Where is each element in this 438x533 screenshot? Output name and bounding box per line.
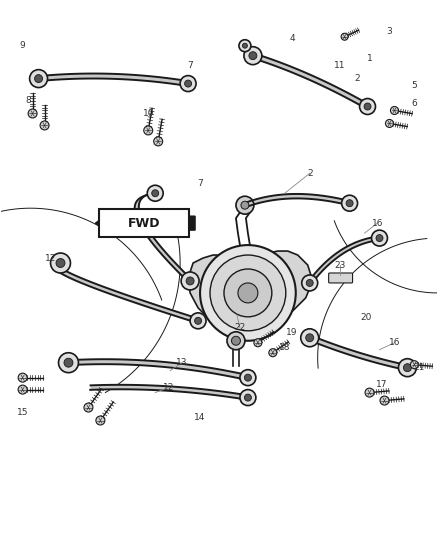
Circle shape [184, 80, 191, 87]
Circle shape [238, 283, 258, 303]
Circle shape [403, 364, 411, 372]
Circle shape [40, 121, 49, 130]
Circle shape [190, 313, 206, 329]
Circle shape [360, 99, 375, 115]
Polygon shape [55, 261, 199, 323]
Text: 9: 9 [20, 41, 25, 50]
Text: 10: 10 [142, 109, 154, 118]
Text: 4: 4 [290, 34, 296, 43]
Circle shape [154, 137, 162, 146]
Circle shape [186, 277, 194, 285]
Text: 16: 16 [372, 219, 383, 228]
Circle shape [371, 230, 388, 246]
Circle shape [306, 279, 313, 286]
FancyArrow shape [95, 209, 195, 237]
Text: 17: 17 [376, 380, 387, 389]
Circle shape [301, 329, 319, 347]
Circle shape [254, 339, 262, 347]
Circle shape [364, 103, 371, 110]
Circle shape [194, 317, 201, 324]
Circle shape [18, 373, 27, 382]
Circle shape [30, 70, 48, 87]
Circle shape [50, 253, 71, 273]
Polygon shape [252, 53, 368, 109]
Circle shape [96, 416, 105, 425]
Circle shape [269, 349, 277, 357]
Circle shape [200, 245, 296, 341]
Circle shape [147, 185, 163, 201]
Circle shape [244, 374, 251, 381]
Circle shape [376, 235, 383, 241]
Circle shape [210, 255, 286, 331]
Circle shape [59, 353, 78, 373]
Text: 2: 2 [307, 169, 313, 178]
FancyBboxPatch shape [99, 209, 189, 237]
Text: 12: 12 [45, 254, 56, 263]
Circle shape [181, 272, 199, 290]
Polygon shape [309, 335, 408, 370]
Circle shape [224, 269, 272, 317]
Circle shape [227, 332, 245, 350]
Polygon shape [68, 359, 248, 380]
Circle shape [18, 385, 27, 394]
Text: 12: 12 [162, 383, 174, 392]
Circle shape [152, 190, 159, 197]
Text: 2: 2 [355, 74, 360, 83]
Circle shape [346, 200, 353, 207]
Text: 1: 1 [367, 54, 372, 63]
Circle shape [35, 75, 42, 83]
Text: 6: 6 [412, 99, 417, 108]
Circle shape [144, 126, 153, 135]
Polygon shape [39, 74, 188, 86]
Text: 3: 3 [387, 27, 392, 36]
Polygon shape [188, 251, 313, 323]
Circle shape [380, 396, 389, 405]
Circle shape [239, 40, 251, 52]
Text: 14: 14 [194, 413, 206, 422]
Text: 13: 13 [177, 358, 188, 367]
Circle shape [390, 107, 399, 115]
Circle shape [302, 275, 318, 291]
Circle shape [240, 370, 256, 385]
Text: 7: 7 [197, 179, 203, 188]
Circle shape [342, 195, 357, 211]
Circle shape [56, 259, 65, 268]
Circle shape [84, 403, 93, 412]
Circle shape [244, 47, 262, 64]
Circle shape [242, 43, 247, 48]
Circle shape [240, 390, 256, 406]
Polygon shape [90, 385, 248, 400]
Circle shape [241, 201, 249, 209]
Text: 15: 15 [17, 408, 28, 417]
Circle shape [365, 388, 374, 397]
Text: FWD: FWD [128, 216, 160, 230]
Polygon shape [309, 237, 381, 285]
Circle shape [236, 196, 254, 214]
Circle shape [180, 76, 196, 92]
Text: 23: 23 [334, 261, 345, 270]
Text: 5: 5 [412, 81, 417, 90]
Circle shape [385, 119, 393, 127]
Text: 7: 7 [187, 61, 193, 70]
Text: 11: 11 [334, 61, 346, 70]
Circle shape [28, 109, 37, 118]
Polygon shape [245, 194, 350, 207]
Text: 16: 16 [389, 338, 400, 348]
Circle shape [231, 336, 240, 345]
Text: 19: 19 [286, 328, 297, 337]
Text: 21: 21 [413, 363, 425, 372]
Circle shape [249, 52, 257, 60]
Text: 18: 18 [279, 343, 290, 352]
Text: 8: 8 [26, 96, 32, 105]
Circle shape [306, 334, 314, 342]
FancyBboxPatch shape [328, 273, 353, 283]
Text: 22: 22 [234, 324, 246, 332]
Circle shape [341, 33, 348, 40]
Circle shape [64, 358, 73, 367]
Circle shape [244, 394, 251, 401]
Circle shape [399, 359, 417, 377]
Polygon shape [134, 192, 192, 282]
Text: 20: 20 [361, 313, 372, 322]
Circle shape [410, 361, 418, 369]
